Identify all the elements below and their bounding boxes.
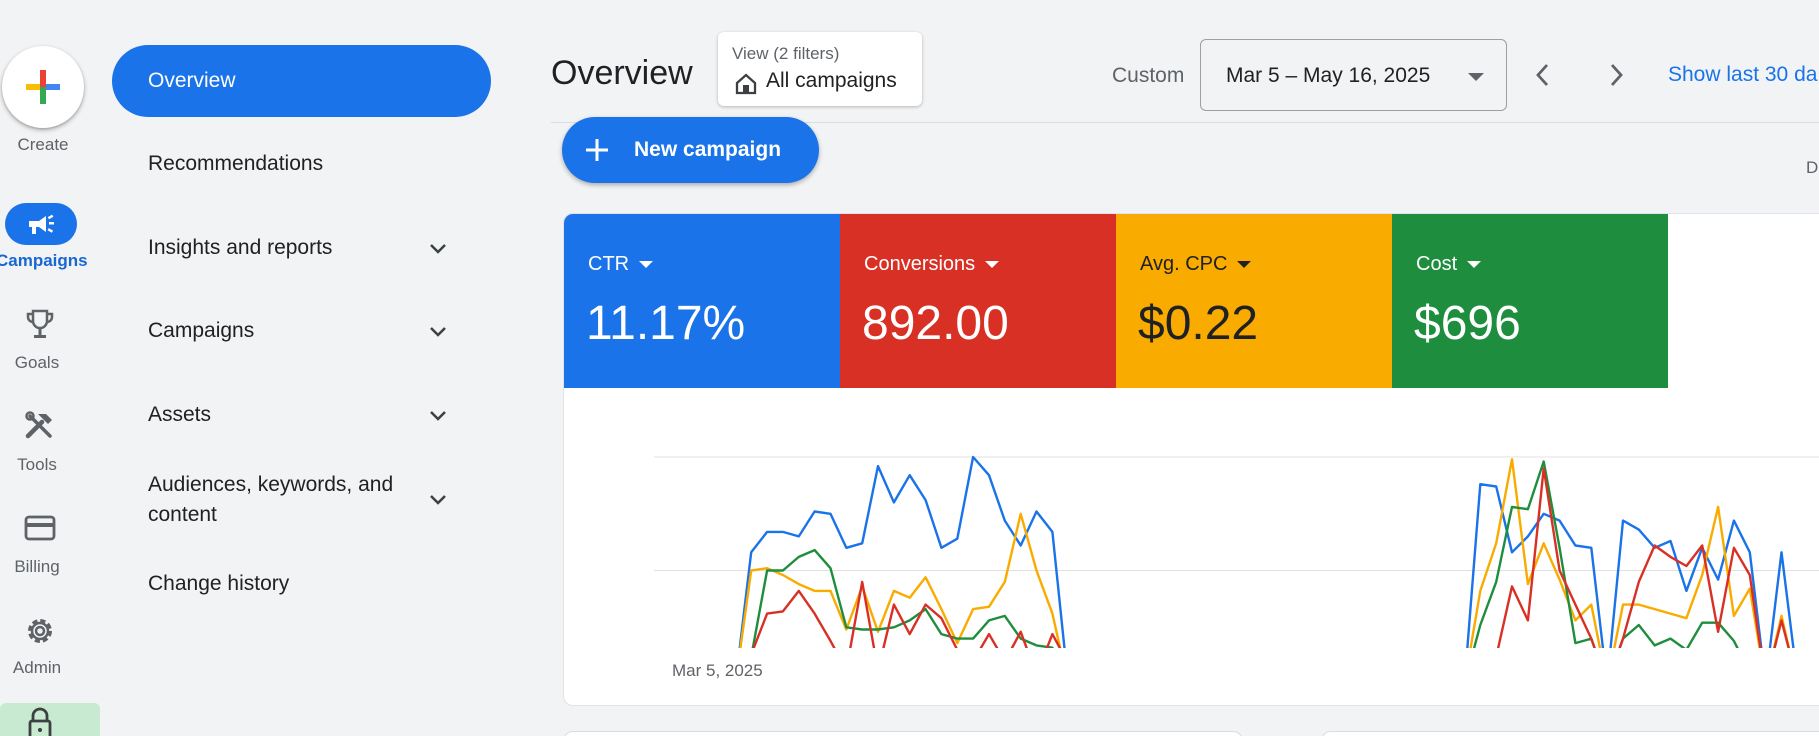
megaphone-icon: [29, 214, 54, 234]
metric-card-ctr[interactable]: CTR 11.17%: [564, 214, 840, 388]
bottom-card-right: [1321, 731, 1819, 736]
nav-item-assets[interactable]: Assets: [148, 400, 478, 430]
caret-down-icon: [1237, 261, 1252, 269]
nav-item-change-history[interactable]: Change history: [148, 569, 478, 599]
home-icon: [735, 73, 757, 95]
create-label: Create: [17, 135, 69, 154]
view-filter-button[interactable]: View (2 filters) All campaigns: [718, 32, 922, 106]
series-line-cost: [751, 460, 1739, 648]
chevron-down-icon[interactable]: [426, 488, 450, 512]
metric-value: 11.17%: [586, 297, 746, 350]
metric-value: $0.22: [1138, 297, 1259, 350]
date-range-picker[interactable]: Mar 5 – May 16, 2025: [1200, 39, 1507, 111]
lock-icon: [28, 707, 52, 736]
rail-label-tools[interactable]: Tools: [17, 455, 57, 474]
chevron-down-icon[interactable]: [426, 404, 450, 428]
performance-chart-card: CTR 11.17% Conversions 892.00 Avg. CPC $…: [563, 213, 1819, 706]
filter-value: All campaigns: [766, 69, 897, 92]
metric-value: 892.00: [862, 297, 1009, 350]
nav-item-label: Assets: [148, 403, 212, 426]
truncated-label: D: [1806, 158, 1819, 177]
x-axis-tick-label: Mar 5, 2025: [672, 661, 763, 680]
plus-icon: [586, 139, 608, 161]
caret-down-icon: [1468, 73, 1484, 81]
plus-icon: [26, 70, 60, 104]
nav-item-audiences-keywords-content[interactable]: Audiences, keywords, and content: [148, 470, 418, 530]
caret-down-icon: [639, 261, 654, 269]
nav-item-overview[interactable]: Overview: [112, 45, 491, 117]
lock-tile[interactable]: [0, 703, 100, 736]
metric-label[interactable]: Conversions: [864, 253, 1000, 276]
trophy-icon[interactable]: [0, 308, 80, 342]
gear-icon[interactable]: [0, 615, 80, 647]
nav-item-label: Campaigns: [148, 319, 255, 342]
filter-summary: View (2 filters): [732, 44, 840, 63]
bottom-card-left: [563, 731, 1243, 736]
chevron-down-icon[interactable]: [426, 237, 450, 261]
credit-card-icon[interactable]: [0, 515, 80, 541]
nav-item-insights-and-reports[interactable]: Insights and reports: [148, 233, 478, 263]
rail-label-admin[interactable]: Admin: [12, 658, 62, 677]
metric-card-cost[interactable]: Cost $696: [1392, 214, 1668, 388]
rail-item-campaigns[interactable]: [5, 203, 77, 245]
nav-item-recommendations[interactable]: Recommendations: [148, 149, 478, 179]
date-range-type: Custom: [1112, 64, 1185, 87]
metric-label[interactable]: Avg. CPC: [1140, 253, 1252, 276]
new-campaign-label: New campaign: [634, 138, 782, 161]
chevron-left-icon[interactable]: [1531, 60, 1555, 90]
caret-down-icon: [985, 261, 1000, 269]
metric-label[interactable]: CTR: [588, 253, 654, 276]
performance-line-chart: [654, 455, 1819, 648]
show-last-30-days-link[interactable]: Show last 30 da: [1668, 63, 1818, 86]
rail-label-campaigns[interactable]: Campaigns: [0, 251, 88, 270]
new-campaign-button[interactable]: New campaign: [562, 117, 819, 183]
series-line-conversions: [752, 467, 1790, 648]
nav-item-label: Audiences, keywords, and content: [148, 473, 394, 526]
caret-down-icon: [1467, 261, 1482, 269]
metric-card-conversions[interactable]: Conversions 892.00: [840, 214, 1116, 388]
rail-label-billing[interactable]: Billing: [14, 557, 60, 576]
section-nav: Overview Recommendations Insights and re…: [112, 0, 492, 736]
header-divider: [551, 122, 1819, 123]
chevron-down-icon[interactable]: [426, 320, 450, 344]
date-range-value: Mar 5 – May 16, 2025: [1226, 64, 1431, 87]
metric-label[interactable]: Cost: [1416, 253, 1482, 276]
create-button[interactable]: [2, 46, 84, 128]
rail-label-goals[interactable]: Goals: [14, 353, 60, 372]
nav-item-label: Insights and reports: [148, 236, 333, 259]
chevron-right-icon[interactable]: [1604, 60, 1628, 90]
left-rail: Create Campaigns Goals Tools: [0, 0, 100, 736]
page-title: Overview: [551, 54, 693, 92]
series-line-ctr: [738, 455, 1795, 648]
nav-item-label: Change history: [148, 572, 290, 595]
nav-item-label: Recommendations: [148, 152, 324, 175]
metric-card-avg-cpc[interactable]: Avg. CPC $0.22: [1116, 214, 1392, 388]
metric-value: $696: [1414, 297, 1521, 350]
tools-icon[interactable]: [0, 410, 80, 442]
nav-item-campaigns[interactable]: Campaigns: [148, 316, 478, 346]
